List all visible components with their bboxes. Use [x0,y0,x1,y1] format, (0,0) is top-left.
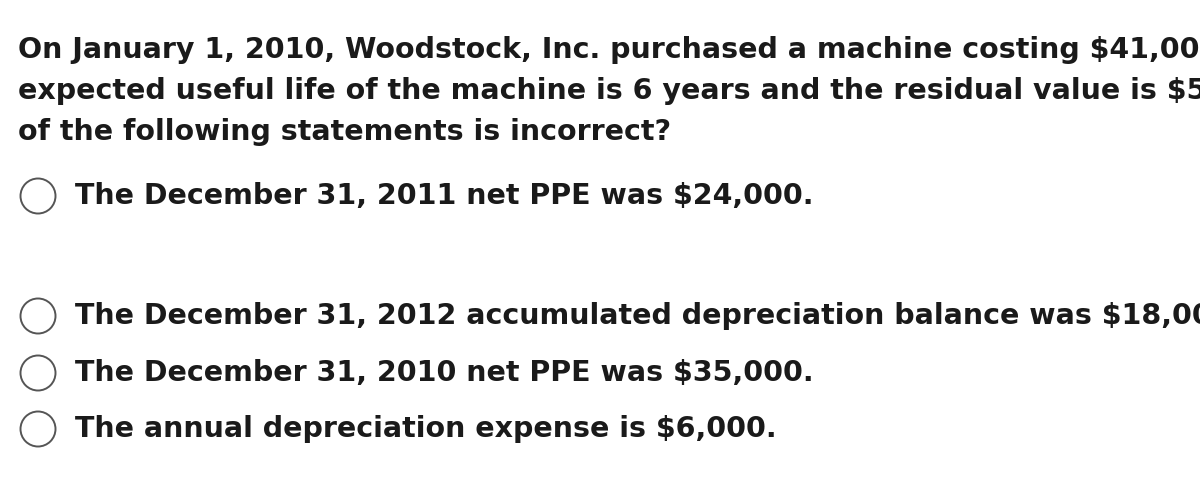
Text: The December 31, 2011 net PPE was $24,000.: The December 31, 2011 net PPE was $24,00… [74,182,814,210]
Text: The annual depreciation expense is $6,000.: The annual depreciation expense is $6,00… [74,415,776,443]
Text: On January 1, 2010, Woodstock, Inc. purchased a machine costing $41,000. The
exp: On January 1, 2010, Woodstock, Inc. purc… [18,36,1200,146]
Ellipse shape [20,411,55,446]
Ellipse shape [20,355,55,390]
Ellipse shape [20,179,55,214]
Text: The December 31, 2012 accumulated depreciation balance was $18,000.: The December 31, 2012 accumulated deprec… [74,302,1200,330]
Ellipse shape [20,299,55,333]
Text: The December 31, 2010 net PPE was $35,000.: The December 31, 2010 net PPE was $35,00… [74,359,814,387]
